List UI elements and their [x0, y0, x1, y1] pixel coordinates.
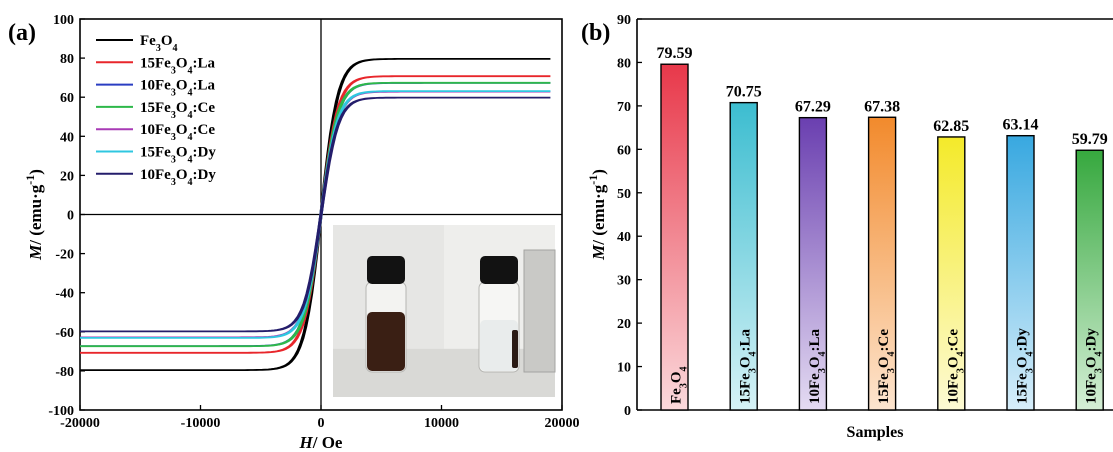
vial-right-cap [480, 256, 518, 284]
legend-label: 15Fe3O4:Dy [140, 145, 216, 166]
magnet-block [523, 249, 556, 373]
y-tick-label: 20 [60, 169, 74, 184]
series-line-15Fe3O4:La [80, 75, 551, 354]
x-axis-label: Samples [847, 424, 904, 441]
bar-category-label: 10Fe3O4:Ce [945, 329, 966, 404]
bar-Fe3O4 [660, 63, 689, 411]
y-tick-label: 20 [617, 317, 631, 332]
x-tick-label: 0 [318, 416, 325, 431]
bar-15Fe3O4:La [729, 101, 758, 411]
x-tick-label: 20000 [545, 416, 580, 431]
y-tick-label: -20 [55, 248, 74, 263]
y-tick-label: 40 [617, 230, 631, 245]
y-tick-label: 100 [53, 13, 74, 28]
bar-category-label: 15Fe3O4:La [738, 329, 759, 405]
y-tick-label: 30 [617, 274, 631, 289]
bar-value-label: 67.29 [795, 99, 831, 116]
y-tick-label: 10 [617, 361, 631, 376]
y-tick-label: -60 [55, 326, 74, 341]
bar-15Fe3O4:Ce [867, 116, 897, 411]
legend-label: 10Fe3O4:Dy [140, 167, 216, 188]
bar-category-label: 10Fe3O4:Dy [1084, 328, 1105, 404]
bar-category-label: 10Fe3O4:La [807, 329, 828, 405]
vial-right-clear-liquid [480, 320, 518, 371]
panel-a-hysteresis-chart: (a) -100 -80 -60 -40 -20 0 20 40 60 80 100 -20000 -10… [8, 13, 580, 452]
series-line-15Fe3O4:Dy [80, 90, 551, 339]
y-tick-label: -40 [55, 287, 74, 302]
vial-left-suspension [367, 312, 405, 371]
x-tick-label: 10000 [424, 416, 459, 431]
y-tick-label: -80 [55, 365, 74, 380]
vial-right-collected-particles [512, 330, 518, 368]
bar-10Fe3O4:La [798, 116, 828, 411]
y-axis-label: M/ (emu·g-1) [23, 169, 45, 261]
bar-category-label: 15Fe3O4:Dy [1015, 328, 1036, 404]
y-tick-label: 60 [60, 91, 74, 106]
panel-label-b: (b) [581, 20, 610, 46]
y-axis-label: M/ (emu·g-1) [586, 169, 608, 261]
bar-value-label: 70.75 [726, 84, 762, 101]
x-tick-label: -10000 [181, 416, 221, 431]
x-tick-label: -20000 [60, 416, 100, 431]
bar-value-label: 59.79 [1072, 131, 1108, 148]
series-line-10Fe3O4:Dy [80, 96, 551, 333]
y-tick-label: 0 [67, 209, 74, 224]
bar-value-label: 63.14 [1003, 117, 1039, 134]
panel-b-bar-chart: (b) 0 10 20 30 40 50 60 70 80 90 M/ (emu·g-1) Sample… [581, 13, 1113, 441]
bar-10Fe3O4:Ce [937, 136, 966, 411]
y-tick-label: 50 [617, 187, 631, 202]
bar-15Fe3O4:Dy [1006, 134, 1035, 411]
y-tick-label: 70 [617, 100, 631, 115]
legend-label: 15Fe3O4:Ce [140, 100, 215, 121]
inset-photo [333, 225, 556, 397]
y-tick-label: -100 [48, 404, 74, 419]
x-axis-label: H/ Oe [299, 433, 343, 452]
legend-label: Fe3O4 [140, 33, 178, 54]
y-tick-label: 80 [60, 52, 74, 67]
series-line-Fe3O4 [80, 58, 551, 371]
bar-10Fe3O4:Dy [1075, 149, 1104, 411]
bar-value-label: 62.85 [933, 118, 969, 135]
y-tick-label: 80 [617, 56, 631, 71]
series-line-15Fe3O4:Ce [80, 81, 551, 348]
bar-value-label: 79.59 [657, 45, 693, 62]
bar-category-label: Fe3O4 [669, 367, 690, 405]
y-tick-label: 0 [624, 404, 631, 419]
y-tick-label: 90 [617, 13, 631, 28]
vial-left-cap [367, 256, 405, 284]
bar-value-label: 67.38 [864, 98, 900, 115]
legend-label: 15Fe3O4:La [140, 55, 216, 76]
legend-label: 10Fe3O4:La [140, 78, 216, 99]
legend-label: 10Fe3O4:Ce [140, 122, 215, 143]
y-tick-label: 40 [60, 130, 74, 145]
bar-category-label: 15Fe3O4:Ce [876, 329, 897, 404]
panel-label-a: (a) [8, 20, 36, 46]
y-tick-label: 60 [617, 143, 631, 158]
